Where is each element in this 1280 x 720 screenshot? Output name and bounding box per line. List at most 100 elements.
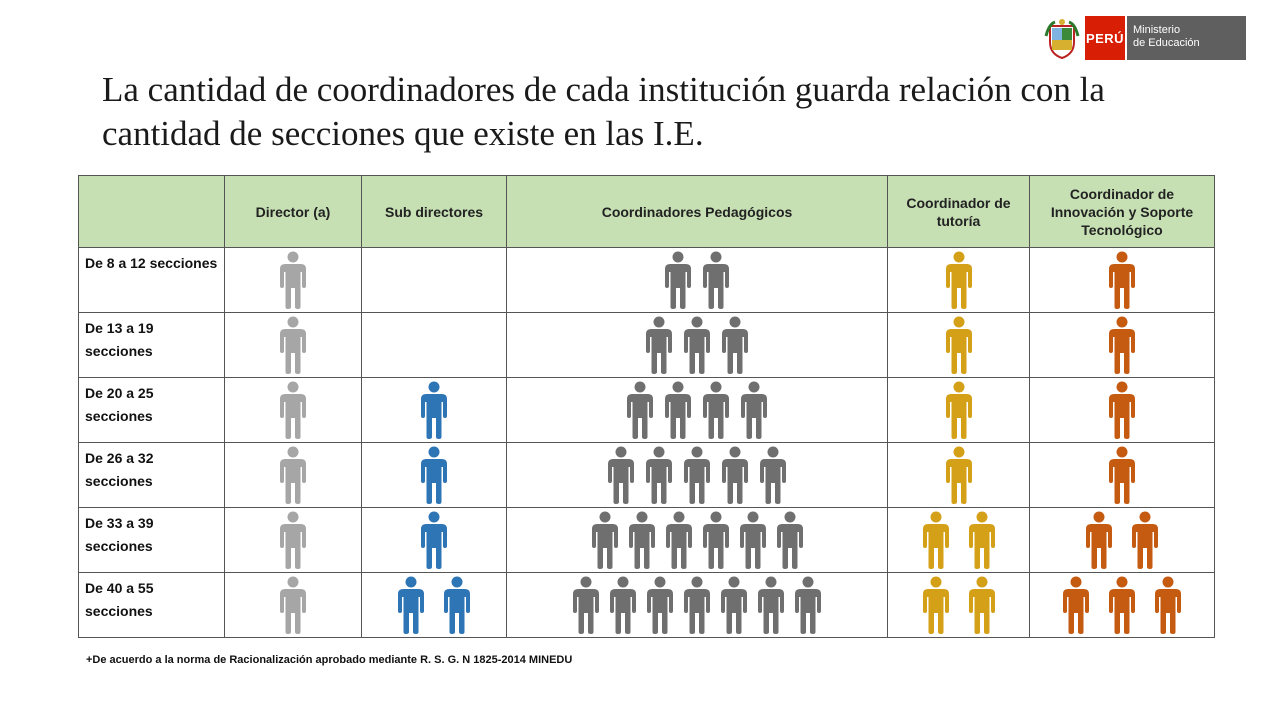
people-group xyxy=(362,443,506,507)
people-group xyxy=(225,573,361,637)
cell-coordinadores-pedagogicos xyxy=(506,507,888,573)
person-icon xyxy=(646,446,672,504)
person-icon xyxy=(795,576,821,634)
people-group xyxy=(888,248,1029,312)
cell-director xyxy=(224,572,362,638)
table-row: De 33 a 39 secciones xyxy=(78,507,1215,573)
person-icon xyxy=(739,511,766,569)
coat-of-arms-icon xyxy=(1044,19,1080,60)
cell-subdirectores xyxy=(361,442,507,508)
people-group xyxy=(507,378,887,442)
cell-director xyxy=(224,442,362,508)
person-icon xyxy=(421,446,447,504)
person-icon xyxy=(684,316,710,374)
cell-coordinadores-pedagogicos xyxy=(506,312,888,378)
table-row: De 13 a 19 secciones xyxy=(78,312,1215,378)
person-icon xyxy=(922,511,949,569)
person-icon xyxy=(280,251,306,309)
person-icon xyxy=(722,316,748,374)
table-body: De 8 a 12 secciones De 13 a 19 secciones D… xyxy=(78,247,1215,638)
table-row: De 26 a 32 secciones xyxy=(78,442,1215,508)
person-icon xyxy=(1155,576,1181,634)
person-icon xyxy=(610,576,636,634)
header-coordinadores-pedagogicos: Coordinadores Pedagógicos xyxy=(506,175,888,248)
person-icon xyxy=(1109,381,1135,439)
cell-coordinador-tutoria xyxy=(887,312,1030,378)
person-icon xyxy=(1086,511,1112,569)
people-group xyxy=(888,313,1029,377)
person-icon xyxy=(684,446,710,504)
cell-coordinador-tutoria xyxy=(887,442,1030,508)
person-icon xyxy=(945,251,972,309)
person-icon xyxy=(760,446,786,504)
person-icon xyxy=(1109,251,1135,309)
cell-coordinadores-pedagogicos xyxy=(506,377,888,443)
cell-director xyxy=(224,247,362,313)
row-label: De 40 a 55 secciones xyxy=(78,572,225,638)
row-label: De 26 a 32 secciones xyxy=(78,442,225,508)
people-group xyxy=(888,378,1029,442)
person-icon xyxy=(421,381,447,439)
row-label: De 8 a 12 secciones xyxy=(78,247,225,313)
person-icon xyxy=(280,381,306,439)
person-icon xyxy=(722,446,748,504)
cell-subdirectores xyxy=(361,507,507,573)
people-group xyxy=(507,248,887,312)
person-icon xyxy=(945,446,972,504)
people-group xyxy=(507,508,887,572)
table-row: De 8 a 12 secciones xyxy=(78,247,1215,313)
table-header-row: Director (a) Sub directores Coordinadore… xyxy=(78,175,1215,248)
person-icon xyxy=(627,381,653,439)
slide-title: La cantidad de coordinadores de cada ins… xyxy=(102,70,1105,153)
cell-coordinador-innovacion xyxy=(1029,442,1215,508)
person-icon xyxy=(702,511,729,569)
cell-coordinador-tutoria xyxy=(887,247,1030,313)
cell-coordinador-innovacion xyxy=(1029,312,1215,378)
people-group xyxy=(507,573,887,637)
cell-subdirectores xyxy=(361,247,507,313)
cell-coordinador-innovacion xyxy=(1029,247,1215,313)
person-icon xyxy=(665,511,692,569)
person-icon xyxy=(758,576,784,634)
person-icon xyxy=(1132,511,1158,569)
person-icon xyxy=(280,446,306,504)
row-label: De 33 a 39 secciones xyxy=(78,507,225,573)
cell-director xyxy=(224,507,362,573)
header-coordinador-tutoria: Coordinador de tutoría xyxy=(887,175,1030,248)
cell-coordinadores-pedagogicos xyxy=(506,572,888,638)
person-icon xyxy=(721,576,747,634)
person-icon xyxy=(628,511,655,569)
person-icon xyxy=(945,316,972,374)
cell-subdirectores xyxy=(361,377,507,443)
ministry-line-2: de Educación xyxy=(1133,37,1200,49)
person-icon xyxy=(421,511,447,569)
person-icon xyxy=(945,381,972,439)
people-group xyxy=(225,378,361,442)
person-icon xyxy=(280,316,306,374)
cell-coordinador-tutoria xyxy=(887,507,1030,573)
person-icon xyxy=(608,446,634,504)
people-group xyxy=(362,248,506,312)
people-group xyxy=(225,508,361,572)
person-icon xyxy=(647,576,673,634)
header-coordinador-innovacion: Coordinador de Innovación y Soporte Tecn… xyxy=(1029,175,1215,248)
person-icon xyxy=(280,576,306,634)
person-icon xyxy=(1109,576,1135,634)
people-group xyxy=(362,573,506,637)
table-row: De 40 a 55 secciones xyxy=(78,572,1215,638)
cell-coordinador-innovacion xyxy=(1029,377,1215,443)
people-group xyxy=(225,313,361,377)
person-icon xyxy=(573,576,599,634)
people-group xyxy=(1030,508,1214,572)
person-icon xyxy=(684,576,710,634)
person-icon xyxy=(968,576,995,634)
coordinators-table: Director (a) Sub directores Coordinadore… xyxy=(78,175,1215,638)
ministry-line-1: Ministerio xyxy=(1133,24,1181,36)
people-group xyxy=(225,443,361,507)
person-icon xyxy=(741,381,767,439)
people-group xyxy=(362,378,506,442)
people-group xyxy=(1030,573,1214,637)
cell-coordinador-tutoria xyxy=(887,377,1030,443)
people-group xyxy=(362,313,506,377)
person-icon xyxy=(922,576,949,634)
